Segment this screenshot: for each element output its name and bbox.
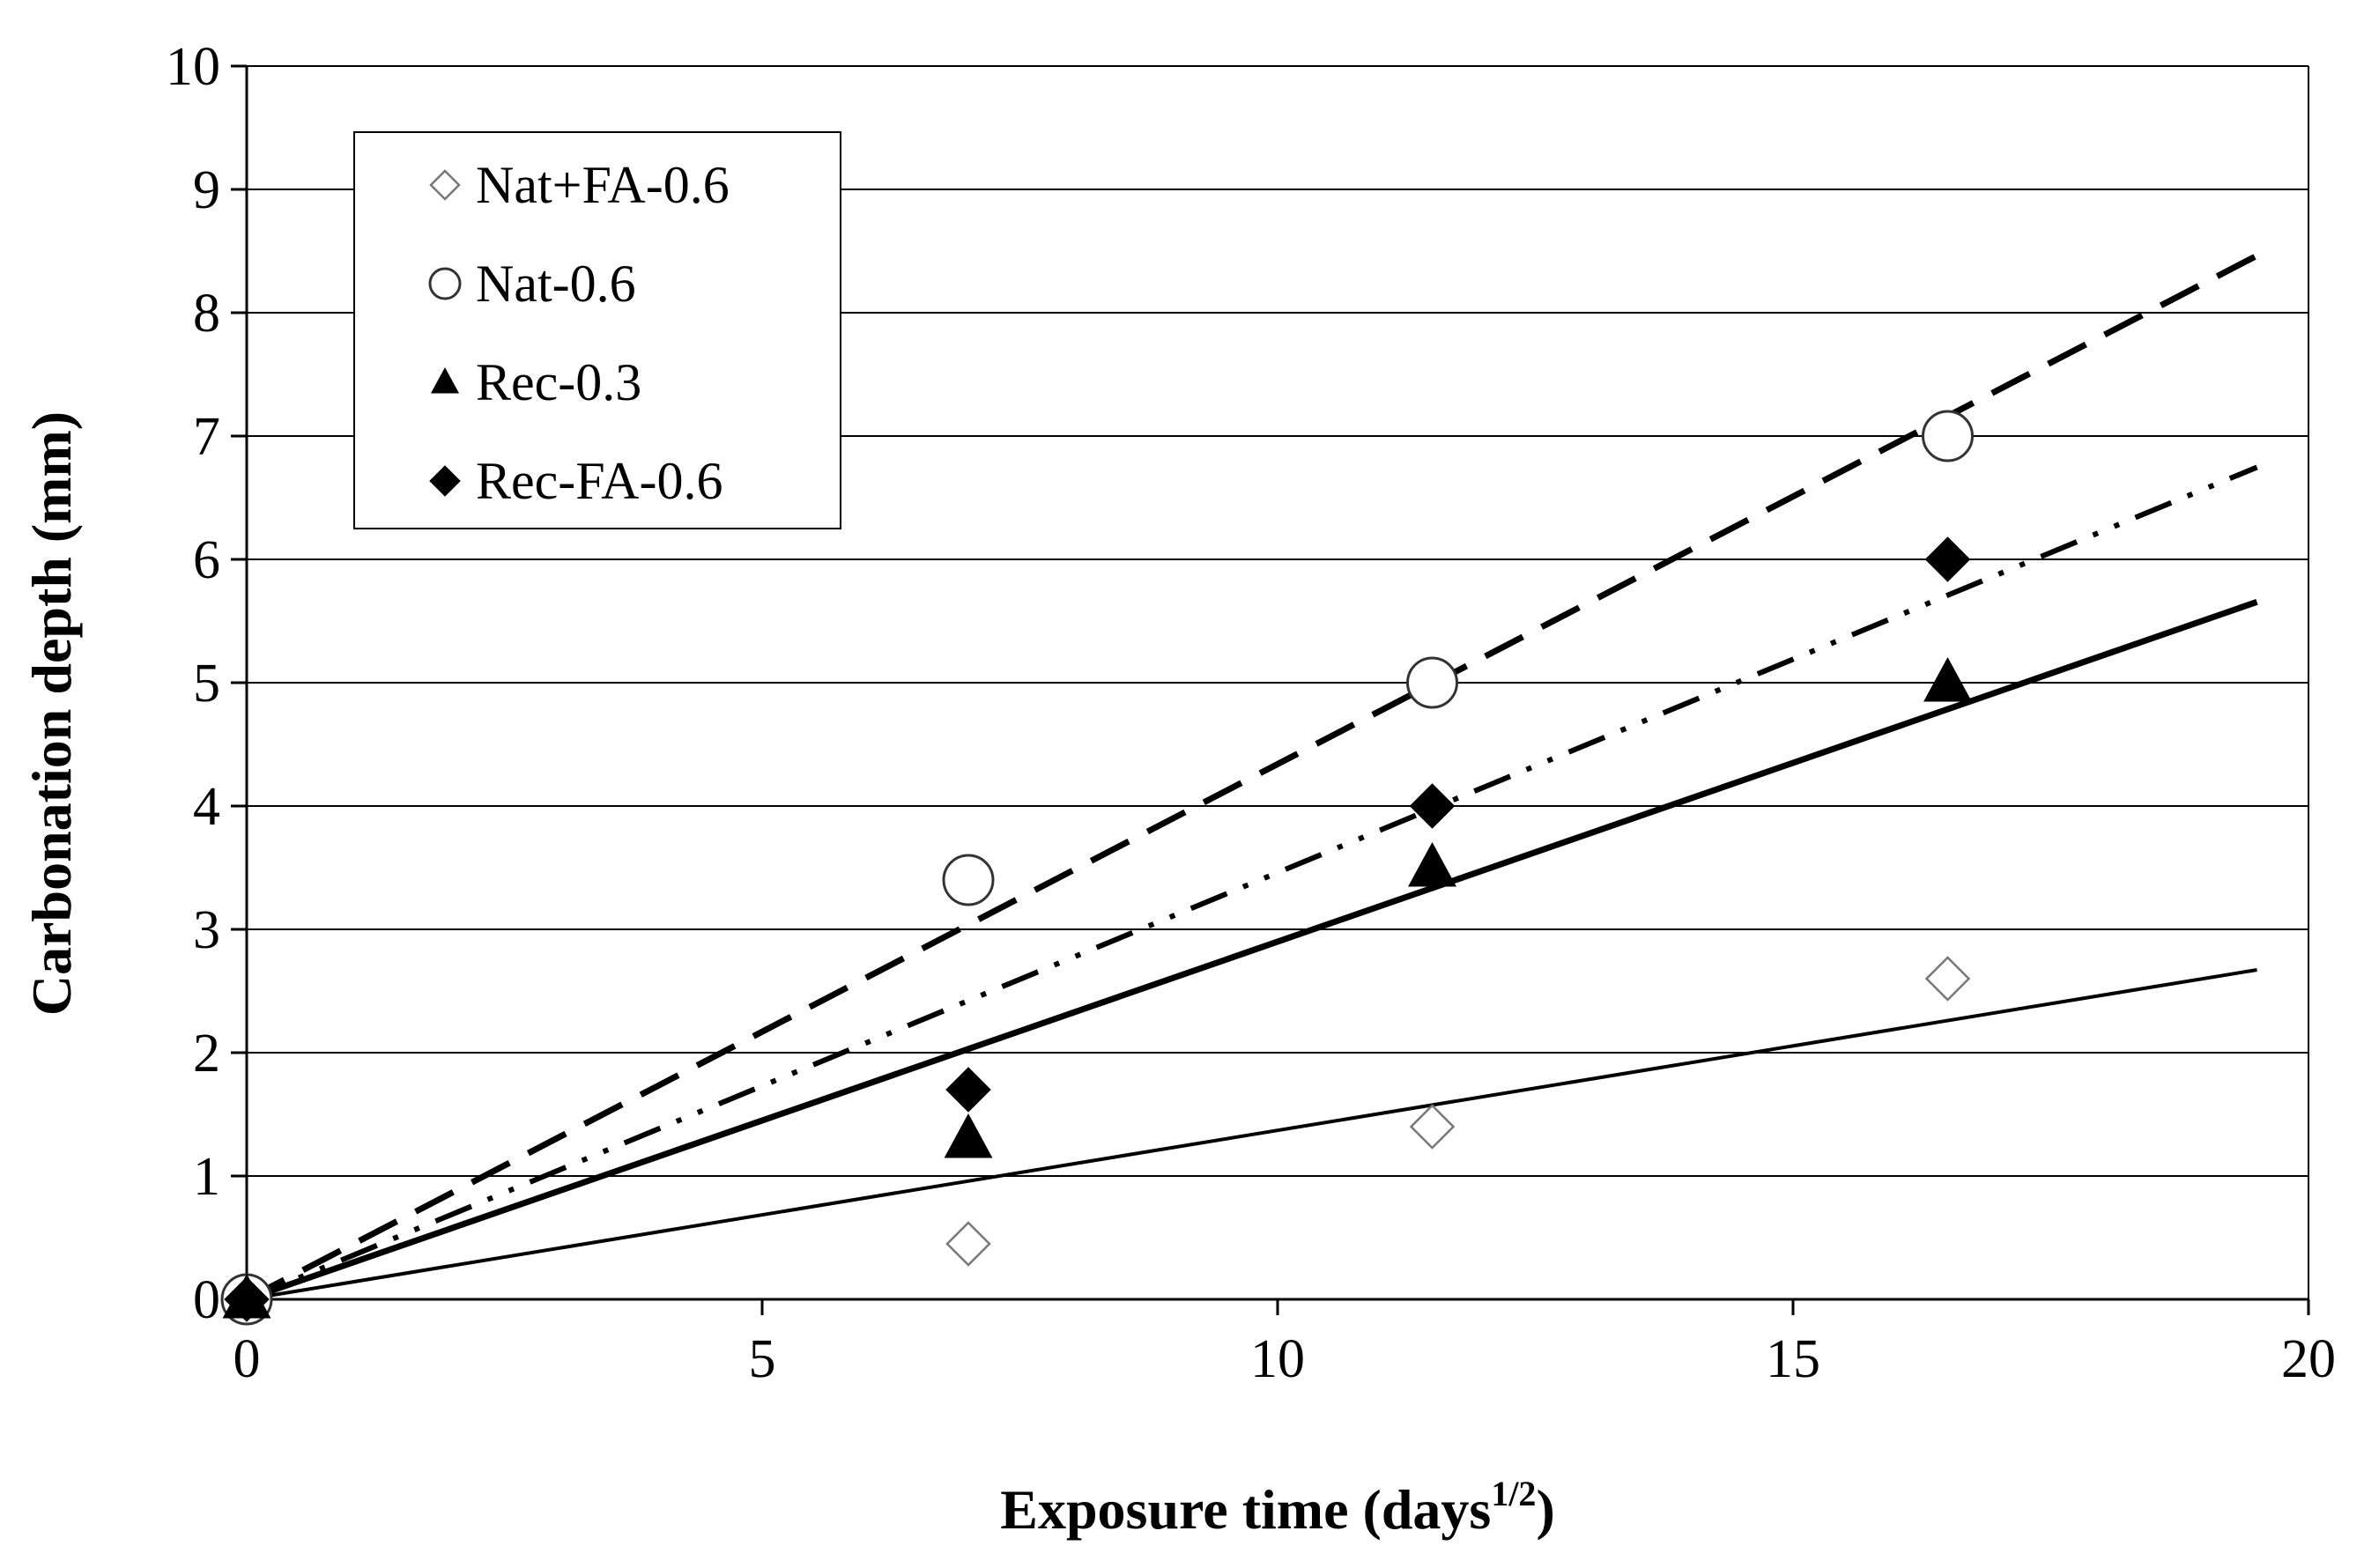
y-tick-label-2: 2 bbox=[193, 1024, 220, 1084]
point-rec-fa-0-6-2 bbox=[1409, 783, 1456, 829]
x-axis-title-main: Exposure time (days bbox=[1000, 1478, 1491, 1541]
point-rec-fa-0-6-0 bbox=[224, 1276, 270, 1322]
axes bbox=[231, 64, 2310, 1315]
legend-box bbox=[353, 131, 841, 529]
y-tick-label-4: 4 bbox=[193, 777, 220, 837]
tick-labels: 0 1 2 3 4 5 6 7 8 9 10 0 5 10 15 20 bbox=[166, 37, 2336, 1389]
point-rec-fa-0-6-1 bbox=[945, 1067, 991, 1113]
point-rec-fa-0-6-3 bbox=[1924, 536, 1971, 582]
point-nat-fa-0-6-3 bbox=[1924, 956, 1971, 1002]
point-nat-fa-0-6-2 bbox=[1409, 1104, 1456, 1150]
x-axis-title: Exposure time (days1/2) bbox=[1000, 1474, 1555, 1541]
fit-line-rec-fa-0-6 bbox=[245, 464, 2258, 1302]
x-tick-label-10: 10 bbox=[1250, 1329, 1305, 1389]
x-tick-label-15: 15 bbox=[1766, 1329, 1820, 1389]
y-tick-label-1: 1 bbox=[193, 1147, 220, 1207]
x-tick-label-20: 20 bbox=[2281, 1329, 2336, 1389]
point-rec-0-3-3 bbox=[1923, 656, 1972, 702]
y-tick-label-10: 10 bbox=[166, 37, 220, 97]
point-rec-0-3-1 bbox=[944, 1113, 993, 1158]
legend: Nat+FA-0.6 Nat-0.6 Rec-0.3 Rec-FA-0.6 bbox=[353, 131, 841, 529]
y-axis-title: Carbonation depth (mm) bbox=[20, 411, 83, 1016]
y-tick-label-7: 7 bbox=[193, 407, 220, 467]
point-nat-0-6-1 bbox=[942, 854, 995, 906]
x-tick-label-5: 5 bbox=[749, 1329, 776, 1389]
legend-label-rec-fa-0-6: Rec-FA-0.6 bbox=[476, 452, 723, 510]
data-points bbox=[220, 410, 1974, 1326]
legend-label-nat-fa-0-6: Nat+FA-0.6 bbox=[476, 156, 730, 214]
point-nat-fa-0-6-1 bbox=[945, 1221, 991, 1267]
point-rec-0-3-2 bbox=[1408, 841, 1456, 887]
point-nat-0-6-3 bbox=[1922, 410, 1974, 462]
x-axis-title-superscript: 1/2 bbox=[1491, 1474, 1536, 1513]
fit-line-nat-fa-0-6 bbox=[246, 968, 2257, 1301]
y-tick-label-5: 5 bbox=[193, 654, 220, 714]
x-axis-title-end: ) bbox=[1536, 1478, 1554, 1541]
y-tick-label-3: 3 bbox=[193, 900, 220, 960]
y-tick-label-0: 0 bbox=[193, 1270, 220, 1330]
fit-line-rec-0-3 bbox=[245, 598, 2258, 1303]
x-tick-label-0: 0 bbox=[233, 1329, 261, 1389]
legend-marker-nat-0-6 bbox=[428, 267, 462, 300]
legend-marker-nat-fa-0-6 bbox=[429, 169, 461, 201]
y-tick-label-6: 6 bbox=[193, 530, 220, 590]
y-tick-label-8: 8 bbox=[193, 284, 220, 344]
legend-label-rec-0-3: Rec-0.3 bbox=[476, 353, 641, 411]
fit-lines bbox=[245, 253, 2259, 1303]
legend-marker-rec-fa-0-6 bbox=[429, 465, 461, 497]
legend-label-nat-0-6: Nat-0.6 bbox=[476, 255, 636, 313]
point-nat-0-6-2 bbox=[1406, 656, 1458, 709]
legend-marker-rec-0-3 bbox=[430, 366, 460, 394]
y-tick-label-9: 9 bbox=[193, 160, 220, 220]
